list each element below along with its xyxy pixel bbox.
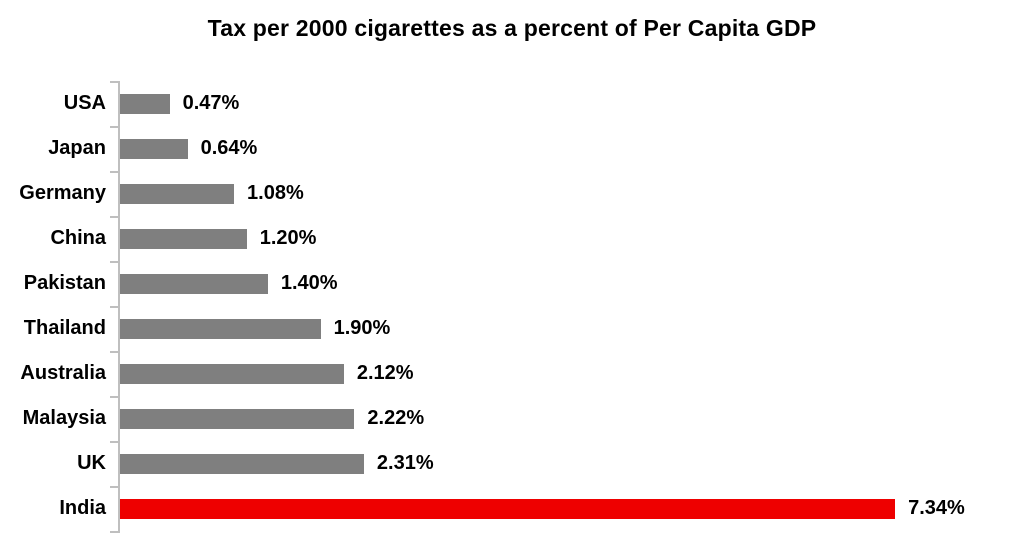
bar-row: Thailand 1.90%: [0, 306, 1024, 351]
value-label: 2.12%: [356, 362, 414, 384]
bar-row: Malaysia 2.22%: [0, 396, 1024, 441]
category-label: Japan: [48, 137, 106, 159]
category-label: Pakistan: [23, 272, 106, 294]
value-label: 1.20%: [259, 227, 317, 249]
bar-row: Pakistan 1.40%: [0, 261, 1024, 306]
y-axis-tick: [110, 351, 118, 353]
bar-row: India 7.34%: [0, 486, 1024, 531]
bar-row: Australia 2.12%: [0, 351, 1024, 396]
plot-area: USA 0.47% Japan 0.64% Germany 1.08% China 1.20%…: [0, 81, 1024, 533]
y-axis-tick: [110, 441, 118, 443]
bar: [120, 408, 355, 429]
bar: [120, 363, 344, 384]
value-label: 2.31%: [376, 452, 434, 474]
category-label: Germany: [19, 182, 106, 204]
y-axis-tick: [110, 306, 118, 308]
bar: [120, 318, 321, 339]
value-label: 1.40%: [280, 272, 338, 294]
category-label: UK: [77, 452, 106, 474]
bar: [120, 228, 247, 249]
y-axis-tick: [110, 396, 118, 398]
value-label: 1.08%: [247, 182, 304, 204]
y-axis-tick: [110, 261, 118, 263]
bar-row: Germany 1.08%: [0, 171, 1024, 216]
bar: [120, 183, 235, 204]
bar: [120, 453, 364, 474]
bar: [120, 138, 188, 159]
bar-rows: USA 0.47% Japan 0.64% Germany 1.08% China 1.20%…: [0, 81, 1024, 531]
value-label: 1.90%: [333, 317, 391, 339]
value-label: 7.34%: [908, 497, 965, 519]
bar: [120, 273, 268, 294]
y-axis-tick: [110, 486, 118, 488]
bar-row: UK 2.31%: [0, 441, 1024, 486]
y-axis-tick: [110, 81, 118, 83]
bar: [120, 498, 896, 519]
bar: [120, 93, 170, 114]
category-label: Malaysia: [22, 407, 106, 429]
y-axis-tick: [110, 216, 118, 218]
category-label: USA: [63, 92, 106, 114]
chart-title: Tax per 2000 cigarettes as a percent of …: [207, 15, 817, 41]
bar-row: China 1.20%: [0, 216, 1024, 261]
y-axis-line: [118, 81, 120, 533]
y-axis-tick: [110, 126, 118, 128]
value-label: 0.64%: [200, 137, 258, 159]
category-label: China: [50, 227, 106, 249]
category-label: Thailand: [23, 317, 106, 339]
y-axis-tick: [110, 531, 118, 533]
category-label: India: [59, 497, 106, 519]
value-label: 0.47%: [182, 92, 240, 114]
y-axis-tick: [110, 171, 118, 173]
bar-row: Japan 0.64%: [0, 126, 1024, 171]
bar-row: USA 0.47%: [0, 81, 1024, 126]
value-label: 2.22%: [367, 407, 425, 429]
category-label: Australia: [20, 362, 106, 384]
